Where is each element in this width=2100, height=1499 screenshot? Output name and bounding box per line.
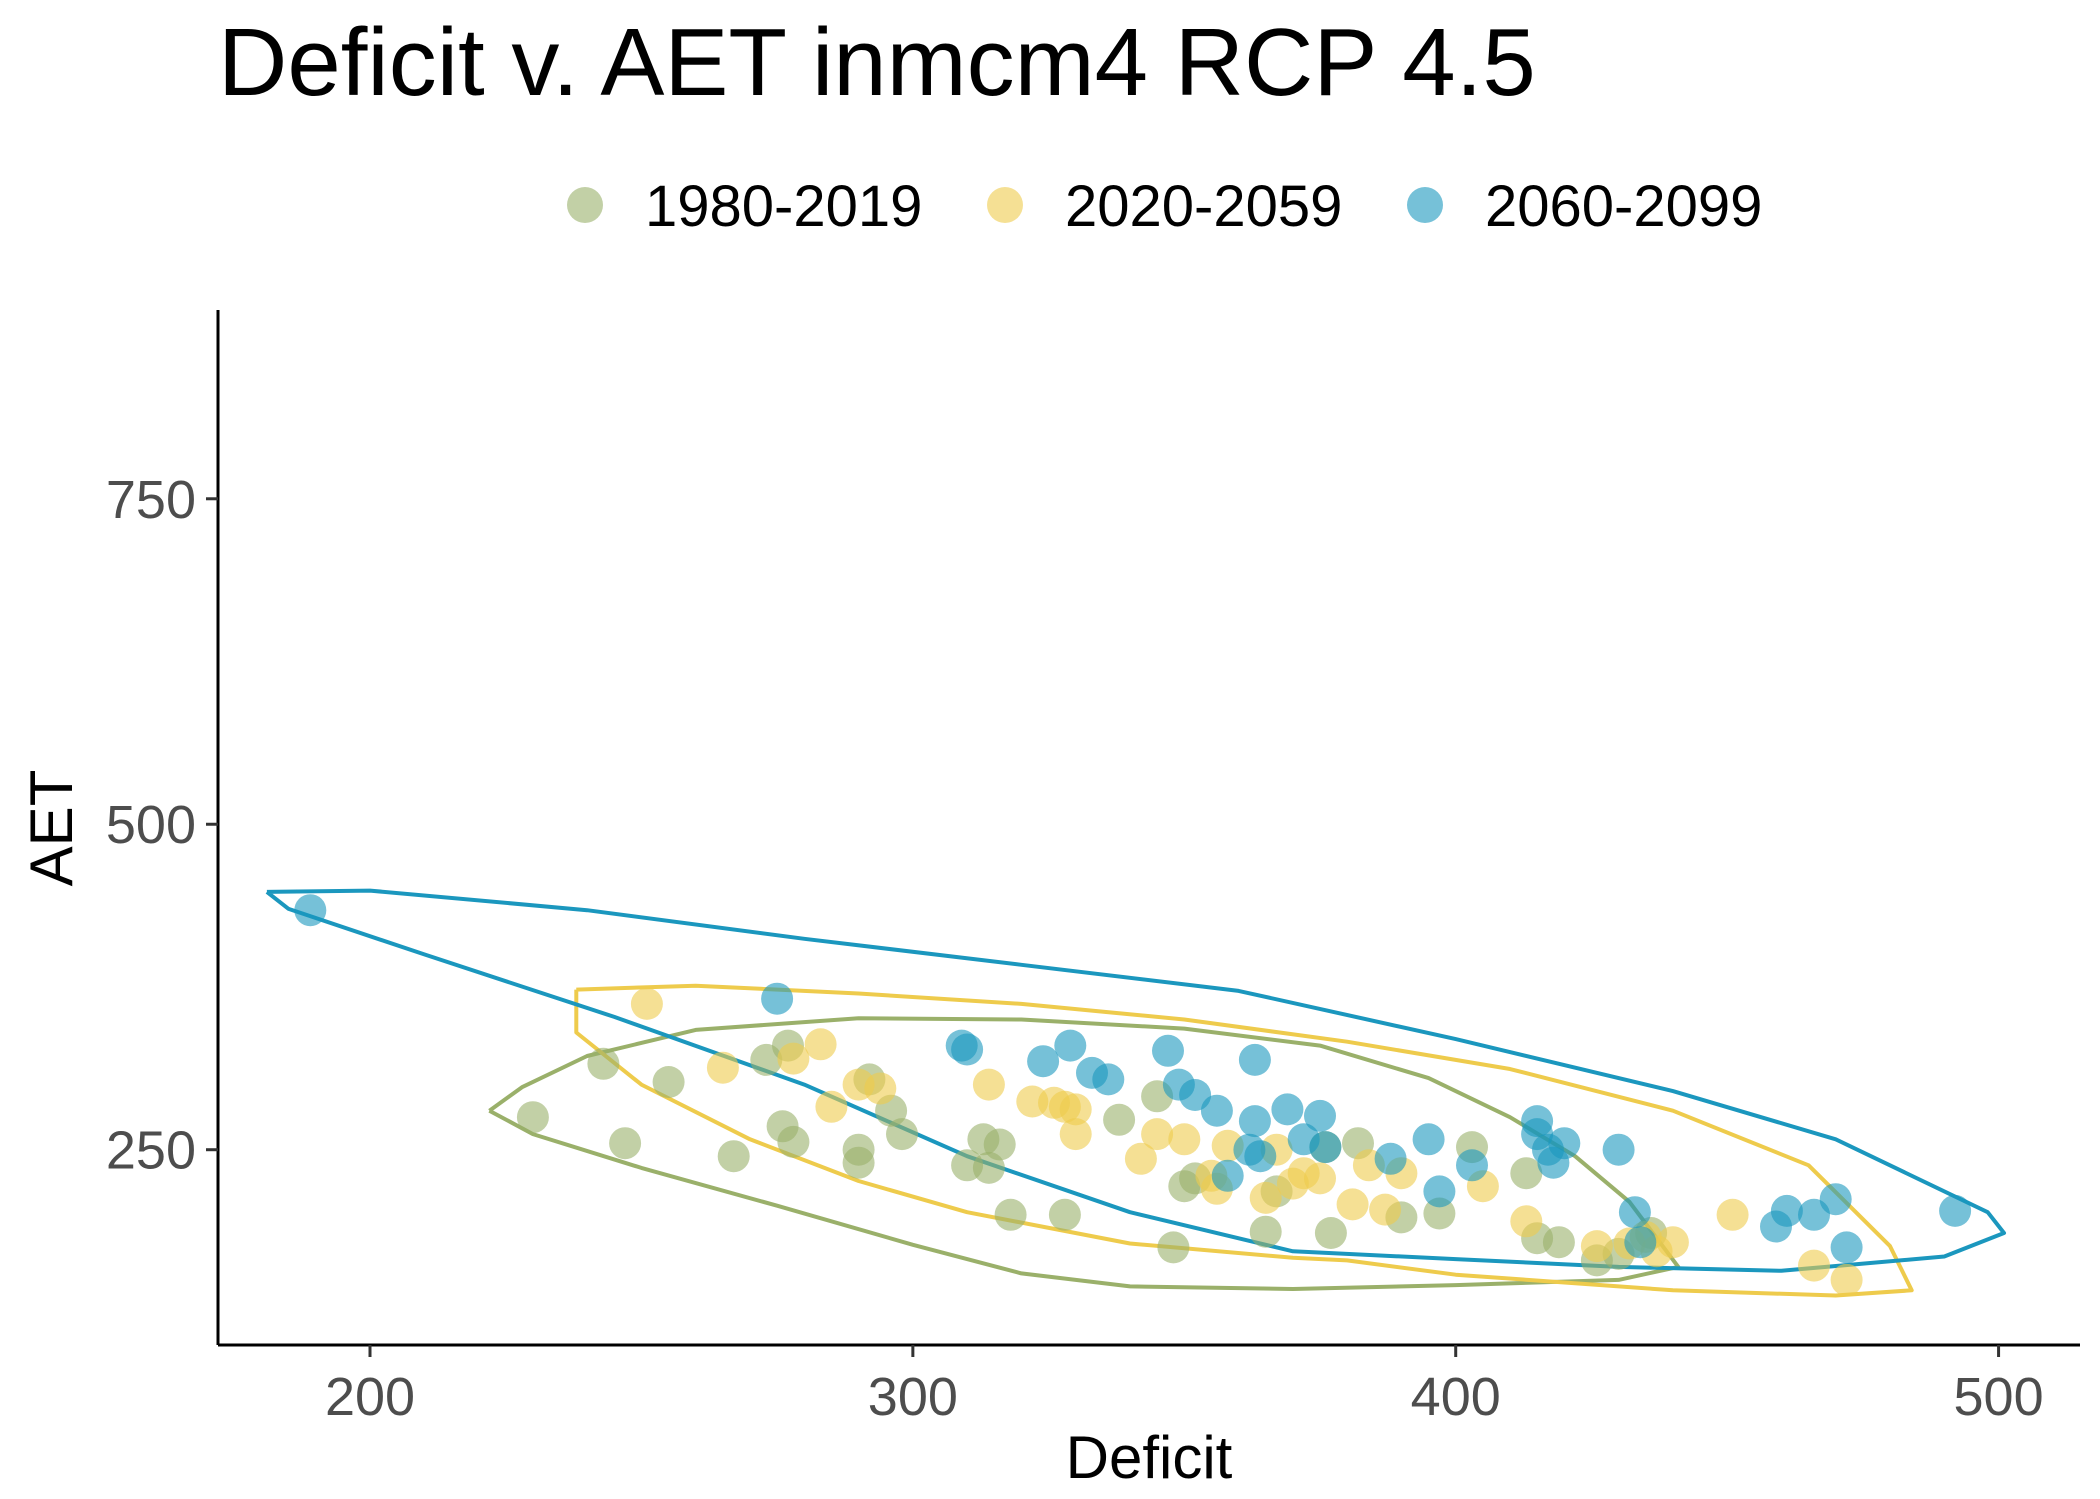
chart-title: Deficit v. AET inmcm4 RCP 4.5: [218, 9, 1536, 116]
legend-label-1980-2019: 1980-2019: [645, 174, 922, 239]
point-2020-2059-2: [777, 1042, 810, 1075]
point-2060-2099-0: [294, 894, 327, 927]
point-2060-2099-19: [1304, 1099, 1336, 1132]
point-2020-2059-0: [630, 987, 663, 1020]
point-1980-2019-18: [994, 1198, 1027, 1231]
point-2060-2099-4: [1027, 1045, 1060, 1078]
point-1980-2019-1: [587, 1047, 620, 1080]
point-1980-2019-4: [717, 1140, 750, 1173]
legend-marker-2060-2099: [1407, 187, 1443, 223]
point-2060-2099-14: [1238, 1043, 1271, 1076]
point-2020-2059-3: [804, 1028, 837, 1061]
point-2060-2099-36: [1819, 1183, 1852, 1216]
legend-marker-2020-2059: [987, 187, 1023, 223]
y-ticks: 250 500 750: [106, 470, 218, 1181]
point-2020-2059-19: [1249, 1181, 1282, 1214]
x-ticks: 200 300 400 500: [325, 1345, 2044, 1427]
point-1980-2019-31: [1423, 1197, 1456, 1230]
x-axis-title: Deficit: [1066, 1424, 1233, 1491]
point-2060-2099-34: [1770, 1194, 1803, 1227]
point-2060-2099-38: [1939, 1194, 1972, 1227]
point-1980-2019-10: [842, 1146, 875, 1179]
point-2020-2059-14: [1141, 1118, 1174, 1151]
confidence-ellipses: [265, 888, 2006, 1298]
point-2020-2059-26: [1369, 1193, 1402, 1226]
point-2020-2059-11: [1059, 1093, 1092, 1126]
point-1980-2019-0: [516, 1101, 549, 1134]
point-2060-2099-7: [1092, 1063, 1125, 1096]
point-2060-2099-24: [1456, 1149, 1488, 1182]
x-tick-label-200: 200: [325, 1367, 415, 1427]
ellipse-1980-2019: [488, 1016, 1681, 1291]
point-2060-2099-29: [1548, 1127, 1581, 1160]
point-2060-2099-32: [1624, 1226, 1657, 1259]
point-1980-2019-20: [1103, 1103, 1136, 1136]
point-2060-2099-17: [1271, 1093, 1304, 1126]
point-1980-2019-8: [777, 1125, 810, 1158]
point-2020-2059-7: [972, 1068, 1005, 1101]
point-2060-2099-8: [1152, 1034, 1184, 1067]
legend: 1980-2019 2020-2059 2060-2099: [567, 174, 1762, 239]
point-2060-2099-1: [761, 982, 794, 1015]
point-2060-2099-5: [1054, 1029, 1087, 1062]
legend-label-2060-2099: 2060-2099: [1485, 174, 1762, 239]
point-2060-2099-11: [1200, 1094, 1233, 1127]
point-2020-2059-24: [1336, 1188, 1369, 1221]
point-1980-2019-3: [652, 1066, 685, 1098]
point-2020-2059-29: [1510, 1205, 1543, 1238]
point-1980-2019-25: [1249, 1215, 1282, 1248]
data-points: [294, 894, 1972, 1296]
point-2060-2099-20: [1309, 1131, 1342, 1164]
axes: [216, 310, 2080, 1347]
x-tick-label-500: 500: [1954, 1367, 2044, 1427]
point-1980-2019-35: [1542, 1226, 1575, 1259]
point-1980-2019-2: [609, 1127, 642, 1160]
point-2060-2099-31: [1618, 1196, 1651, 1229]
point-2060-2099-22: [1412, 1123, 1445, 1156]
point-2020-2059-35: [1716, 1198, 1749, 1231]
point-2060-2099-37: [1830, 1231, 1863, 1264]
y-tick-label-250: 250: [106, 1121, 196, 1181]
y-tick-label-500: 500: [106, 795, 196, 855]
point-1980-2019-19: [1048, 1198, 1081, 1231]
point-2020-2059-23: [1304, 1162, 1336, 1195]
y-tick-label-750: 750: [106, 470, 196, 530]
point-1980-2019-22: [1157, 1231, 1190, 1264]
point-2020-2059-6: [864, 1072, 897, 1105]
point-2020-2059-34: [1656, 1226, 1689, 1259]
y-axis-title: AET: [18, 770, 85, 887]
point-2020-2059-15: [1168, 1123, 1201, 1156]
point-1980-2019-17: [983, 1128, 1016, 1161]
point-2020-2059-37: [1830, 1263, 1863, 1296]
point-1980-2019-13: [886, 1118, 918, 1151]
ellipse-2060-2099: [265, 888, 2006, 1273]
point-2020-2059-4: [815, 1090, 848, 1123]
point-2060-2099-21: [1374, 1142, 1407, 1175]
point-2020-2059-30: [1580, 1230, 1613, 1263]
point-2060-2099-23: [1423, 1175, 1456, 1208]
point-2060-2099-16: [1244, 1140, 1277, 1173]
point-2020-2059-12: [1059, 1118, 1092, 1151]
point-1980-2019-33: [1510, 1157, 1543, 1190]
point-2060-2099-15: [1238, 1105, 1271, 1138]
ellipse-2020-2059: [574, 983, 1914, 1298]
legend-label-2020-2059: 2020-2059: [1065, 174, 1342, 239]
point-2020-2059-36: [1798, 1249, 1830, 1282]
x-tick-label-300: 300: [868, 1367, 958, 1427]
legend-marker-1980-2019: [567, 187, 603, 223]
point-2020-2059-1: [706, 1051, 739, 1084]
point-2060-2099-30: [1602, 1133, 1635, 1166]
x-tick-label-400: 400: [1411, 1367, 1501, 1427]
point-2060-2099-3: [951, 1033, 984, 1066]
point-1980-2019-28: [1314, 1217, 1347, 1249]
point-2020-2059-13: [1124, 1142, 1157, 1175]
point-2060-2099-12: [1211, 1159, 1244, 1192]
